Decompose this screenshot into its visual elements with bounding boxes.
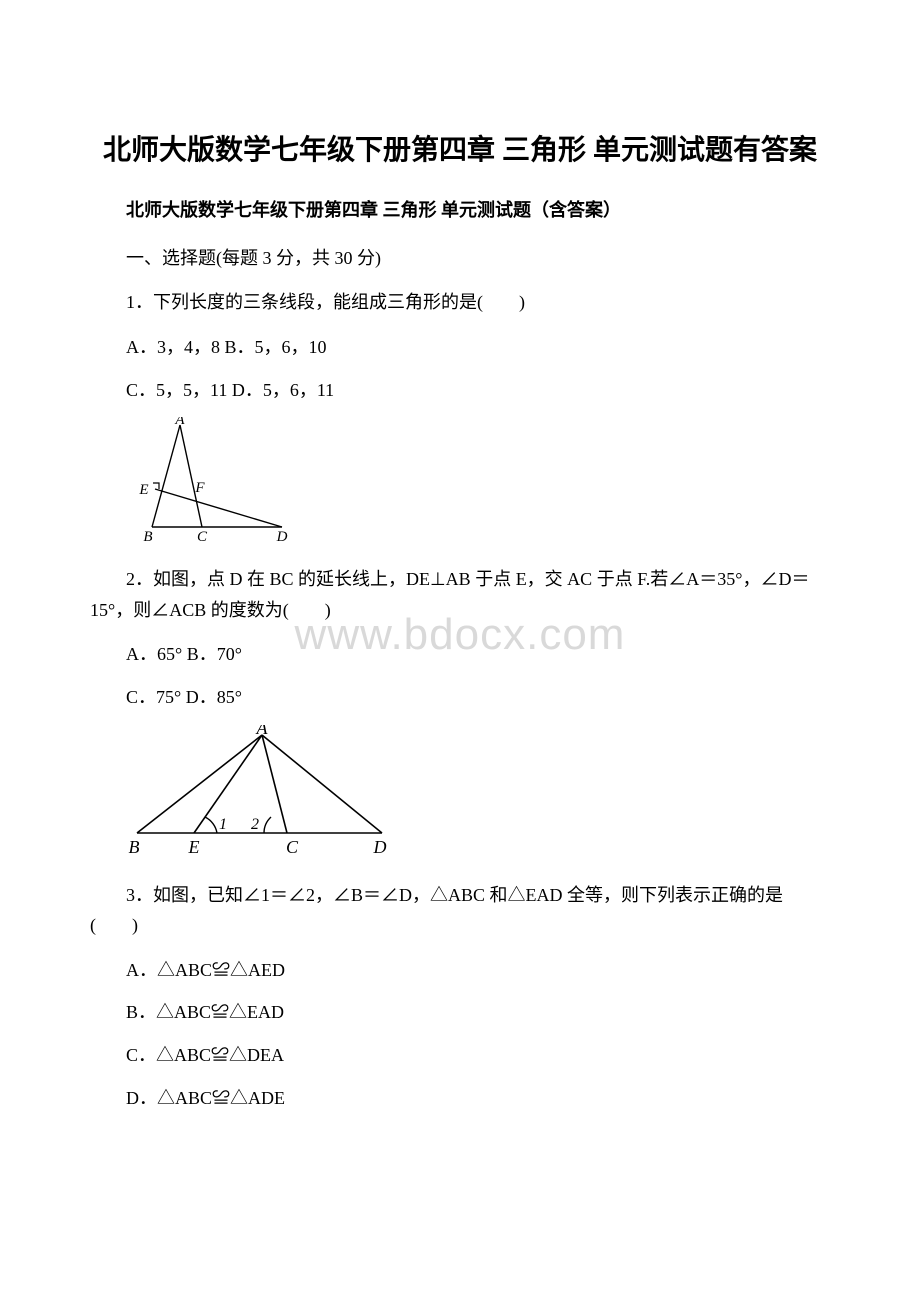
question-1-text: 1．下列长度的三条线段，能组成三角形的是( ): [90, 287, 830, 318]
fig2-label-b: B: [129, 837, 140, 857]
question-2-options-cd: C．75° D．85°: [90, 682, 830, 713]
fig1-label-d: D: [276, 529, 288, 545]
fig2-label-d: D: [373, 837, 387, 857]
fig1-label-b: B: [143, 529, 152, 545]
question-3-option-d: D．△ABC≌△ADE: [90, 1083, 830, 1114]
question-2-text: 2．如图，点 D 在 BC 的延长线上，DE⊥AB 于点 E，交 AC 于点 F…: [90, 564, 830, 625]
question-3-option-a: A．△ABC≌△AED: [90, 955, 830, 986]
question-3-option-b: B．△ABC≌△EAD: [90, 997, 830, 1028]
question-1-options-ab: A．3，4，8 B．5，6，10: [90, 332, 830, 363]
fig2-label-a: A: [256, 725, 269, 738]
figure-1-svg: A B C D E F: [122, 417, 302, 549]
figure-1: A B C D E F: [122, 417, 830, 554]
question-1-options-cd: C．5，5，11 D．5，6，11: [90, 375, 830, 406]
subtitle: 北师大版数学七年级下册第四章 三角形 单元测试题（含答案）: [90, 196, 830, 225]
page-title: 北师大版数学七年级下册第四章 三角形 单元测试题有答案: [90, 130, 830, 172]
question-2-options-ab: A．65° B．70°: [90, 639, 830, 670]
question-3-text: 3．如图，已知∠1＝∠2，∠B＝∠D，△ABC 和△EAD 全等，则下列表示正确…: [90, 880, 830, 941]
fig2-label-c: C: [286, 837, 299, 857]
fig1-label-a: A: [174, 417, 185, 428]
section-heading-1: 一、选择题(每题 3 分，共 30 分): [90, 243, 830, 274]
fig1-label-e: E: [138, 482, 148, 498]
fig2-label-ang2: 2: [251, 816, 259, 833]
fig2-label-e: E: [188, 837, 200, 857]
fig1-label-f: F: [194, 480, 205, 496]
fig1-label-c: C: [197, 529, 208, 545]
question-3-option-c: C．△ABC≌△DEA: [90, 1040, 830, 1071]
figure-2-svg: A B E C D 1 2: [122, 725, 402, 865]
figure-2: A B E C D 1 2: [122, 725, 830, 870]
fig2-label-ang1: 1: [219, 816, 227, 833]
